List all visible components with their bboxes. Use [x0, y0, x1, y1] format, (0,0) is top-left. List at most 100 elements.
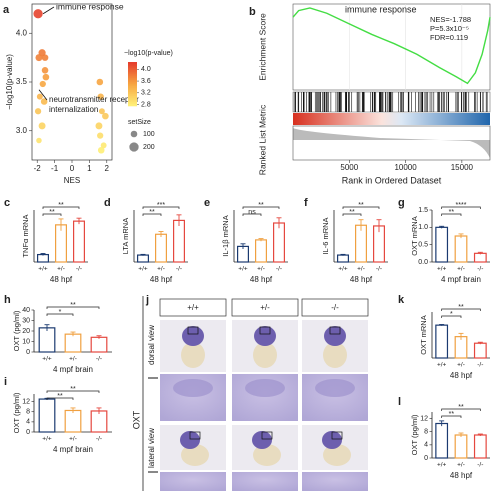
bar	[155, 233, 168, 263]
y-tick-label: 1.5	[418, 207, 428, 214]
head-stain	[322, 431, 342, 449]
x-axis-label: 48 hpf	[250, 275, 273, 284]
colorbar-title: −log10(p-value)	[124, 50, 173, 57]
x-tick-label: -/-	[96, 436, 102, 443]
column-label: +/-	[260, 303, 270, 312]
point	[39, 80, 46, 88]
column-label: +/+	[187, 303, 199, 312]
colorbar-cell	[128, 84, 137, 87]
head-stain	[182, 326, 204, 346]
x-tick-label: 15000	[451, 163, 474, 172]
x-tick-label: +/-	[69, 436, 77, 443]
annotation: immune response	[56, 1, 124, 11]
x-axis-label: 48 hpf	[150, 275, 173, 284]
roi-box	[329, 326, 341, 335]
y-axis-label: OXT (pg/ml)	[410, 414, 419, 455]
y-tick-label: 4.0	[16, 28, 28, 37]
y-tick-label: 8	[424, 429, 428, 436]
bar	[273, 222, 286, 263]
panel-letter: k	[398, 294, 405, 306]
significance-bracket	[441, 213, 462, 216]
size-legend-title: setSize	[128, 119, 151, 126]
y-tick-label: 4	[424, 442, 428, 449]
significance-bracket	[46, 397, 74, 400]
bar	[90, 336, 108, 353]
x-tick-label: -1	[51, 164, 59, 173]
y-tick-label: 12	[420, 415, 428, 422]
significance-label: **	[57, 393, 63, 400]
gsea-stat: P=5.3x10⁻⁵	[430, 24, 469, 33]
colorbar-cell	[128, 74, 137, 77]
significance-bracket	[46, 390, 100, 393]
annotation-pointer	[38, 89, 48, 101]
gsea-stat: NES=-1.788	[430, 15, 471, 24]
x-tick-label: +/+	[238, 266, 248, 273]
panel-letter: a	[3, 4, 10, 16]
point	[97, 132, 104, 139]
y-tick-label: 12	[22, 398, 30, 405]
colorbar-cell	[128, 78, 137, 81]
x-tick-label: +/-	[457, 362, 465, 369]
plot-frame	[292, 3, 491, 91]
gsea-stat: FDR=0.119	[430, 33, 468, 42]
colorbar-cell	[128, 76, 137, 79]
y-tick-label: 8	[26, 409, 30, 416]
panel-letter: g	[398, 197, 405, 209]
y-axis-label: OXT mRNA	[419, 315, 428, 354]
significance-label: **	[449, 209, 455, 216]
y-axis-label: LTA mRNA	[121, 218, 130, 254]
bar	[173, 219, 186, 263]
column-header	[159, 298, 227, 317]
point	[33, 9, 43, 19]
point	[97, 93, 104, 100]
y-tick-label: 4	[26, 419, 30, 426]
metric-frame	[292, 125, 491, 161]
x-tick-label: -2	[34, 164, 42, 173]
y-tick-label: 3.5	[16, 77, 28, 86]
x-tick-label: -/-	[477, 362, 483, 369]
closeup	[160, 472, 226, 491]
point	[98, 108, 105, 115]
bar	[90, 410, 108, 433]
x-tick-label: +/-	[457, 266, 465, 273]
bar	[137, 254, 150, 263]
x-tick-label: -/-	[477, 266, 483, 273]
stain-label: OXT	[131, 410, 141, 429]
y-axis-label: OXT mRNA	[410, 216, 419, 255]
x-tick-label: +/-	[457, 462, 465, 469]
significance-bracket	[441, 315, 462, 318]
significance-bracket	[441, 408, 481, 411]
yolk	[323, 342, 347, 368]
bar	[454, 434, 468, 459]
closeup-stain	[173, 379, 213, 397]
yolk	[253, 444, 281, 466]
significance-bracket	[242, 206, 280, 209]
significance-bracket	[342, 206, 380, 209]
colorbar-cell	[128, 66, 137, 69]
x-axis-label: 48 hpf	[450, 371, 473, 380]
significance-bracket	[42, 206, 80, 209]
significance-bracket	[441, 206, 481, 209]
bar	[473, 252, 487, 263]
head-stain	[324, 326, 346, 346]
x-axis-label: NES	[64, 176, 80, 185]
colorbar-cell	[128, 96, 137, 99]
yolk	[181, 342, 205, 368]
yolk	[323, 444, 351, 466]
bar	[64, 333, 82, 353]
significance-label: **	[449, 411, 455, 418]
head-stain	[254, 326, 276, 346]
colorbar-cell	[128, 82, 137, 85]
significance-bracket	[46, 306, 100, 309]
annotation: internalization	[49, 105, 98, 114]
y-tick-label: 0	[424, 455, 428, 462]
significance-label: ns	[248, 209, 256, 216]
closeup	[232, 472, 298, 491]
y-tick-label: 0	[26, 349, 30, 356]
bar	[435, 422, 449, 459]
point	[35, 54, 43, 62]
x-tick-label: +/+	[38, 266, 48, 273]
column-header	[231, 298, 299, 317]
significance-bracket	[142, 206, 180, 209]
panel-letter: f	[304, 197, 308, 209]
